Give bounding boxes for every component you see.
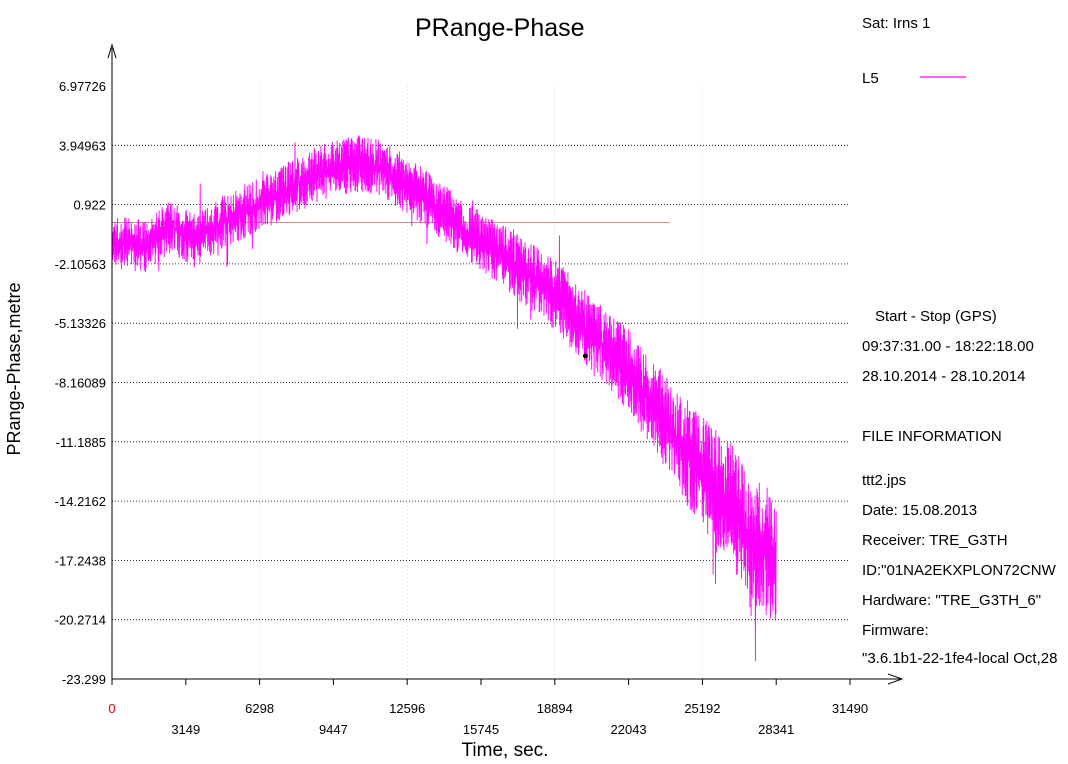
satellite-label: Sat: Irns 1 [862, 15, 931, 32]
y-axis-arrow [107, 43, 117, 59]
y-tick-label: 6.97726 [59, 79, 106, 94]
y-tick-labels: 6.97726 3.94963 0.922 -2.10563 -5.13326 -8.16… [55, 79, 106, 687]
start-stop-date: 28.10.2014 - 28.10.2014 [862, 368, 1026, 385]
x-tick-label: 25192 [684, 701, 720, 716]
series-group [111, 135, 777, 662]
start-stop-header: Start - Stop (GPS) [875, 308, 997, 325]
x-tick-label: 15745 [463, 722, 499, 737]
y-tick-label: -20.2714 [55, 613, 106, 628]
y-tick-label: -17.2438 [55, 553, 106, 568]
y-tick-label: 0.922 [73, 198, 106, 213]
receiver-info: Receiver: TRE_G3TH [862, 532, 1008, 549]
y-axis-label: PRange-Phase,metre [4, 282, 24, 455]
y-tick-label: 3.94963 [59, 138, 106, 153]
x-tick-label: 9447 [319, 722, 348, 737]
y-tick-label: -23.299 [62, 672, 106, 687]
file-date: Date: 15.08.2013 [862, 502, 978, 519]
x-tick-label: 18894 [537, 701, 573, 716]
x-tick-label: 6298 [245, 701, 274, 716]
axes-group [107, 43, 904, 685]
file-name: ttt2.jps [862, 472, 907, 489]
receiver-id: ID:"01NA2EKXPLON72CNW [862, 562, 1056, 579]
x-axis-label: Time, sec. [462, 740, 549, 761]
file-info-header: FILE INFORMATION [862, 428, 1002, 445]
hardware-info: Hardware: "TRE_G3TH_6" [862, 592, 1042, 609]
legend-label-l5: L5 [862, 70, 879, 87]
y-tick-label: -8.16089 [55, 376, 106, 391]
y-tick-label: -5.13326 [55, 316, 106, 331]
x-tick-label: 3149 [171, 722, 200, 737]
firmware-label: Firmware: [862, 622, 929, 639]
x-tick-label: 12596 [389, 701, 425, 716]
grid-lines [112, 86, 850, 679]
x-tick-label: 28341 [758, 722, 794, 737]
chart-title: PRange-Phase [415, 14, 585, 42]
marker-dot [582, 353, 588, 359]
x-tick-label: 0 [108, 701, 115, 716]
y-tick-label: -11.1885 [56, 435, 106, 450]
firmware-value: "3.6.1b1-22-1fe4-local Oct,28 [862, 650, 1058, 667]
y-tick-label: -2.10563 [55, 257, 106, 272]
x-tick-labels: 0 6298 12596 18894 25192 31490 3149 9447 15745 22… [108, 701, 868, 737]
start-stop-time: 09:37:31.00 - 18:22:18.00 [862, 338, 1034, 355]
x-tick-label: 31490 [832, 701, 868, 716]
x-axis-arrow [887, 673, 904, 685]
y-tick-label: -14.2162 [55, 494, 106, 509]
x-tick-label: 22043 [611, 722, 647, 737]
series-line-l5 [111, 135, 777, 662]
